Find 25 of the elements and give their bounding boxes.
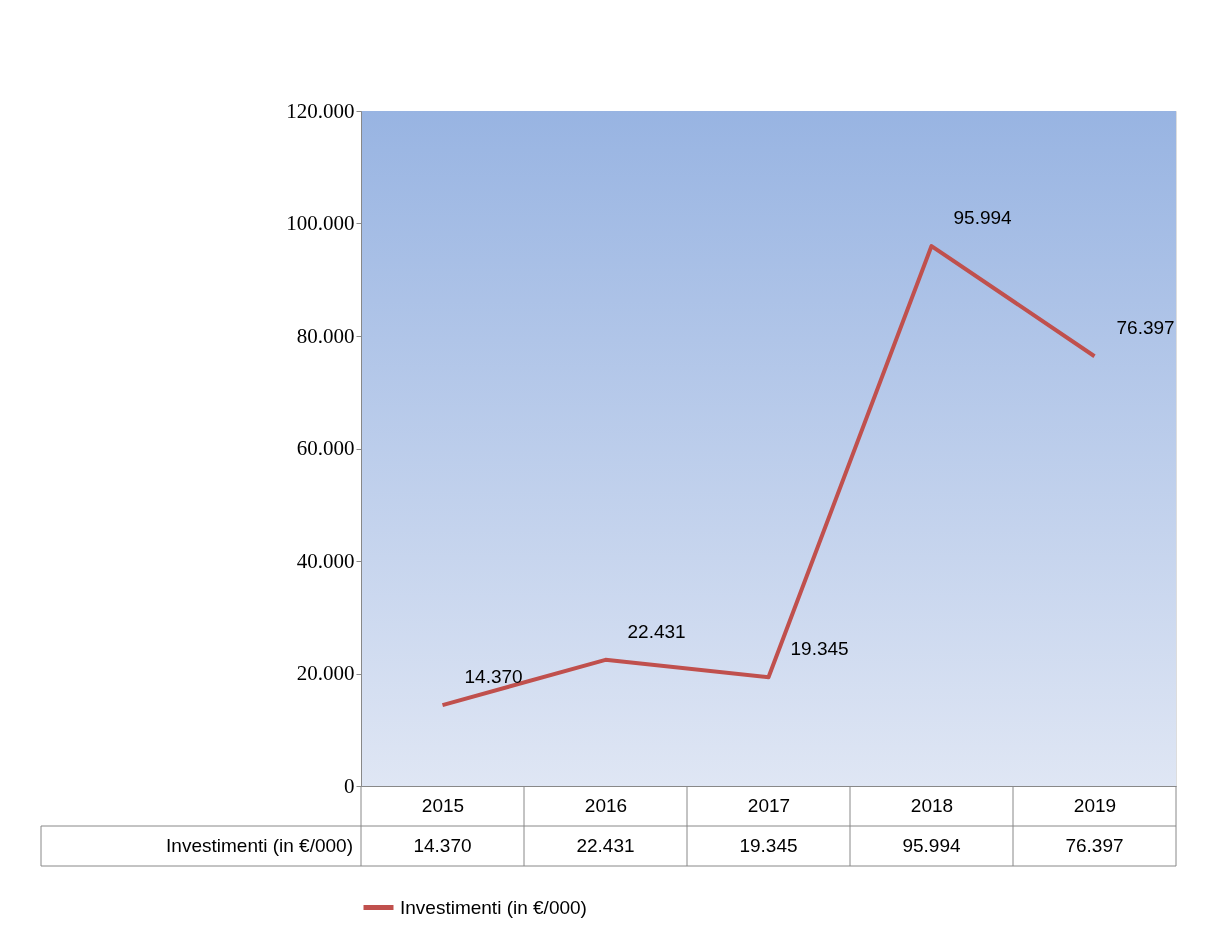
text: Investimenti (in €/000) [166, 835, 353, 856]
x-tick-label: 2018 [910, 794, 954, 816]
x-tick-label: 2015 [421, 794, 465, 816]
y-tick-label: 40.000 [296, 548, 355, 573]
data-label: 95.994 [902, 835, 961, 856]
y-tick-label: 0 [344, 773, 355, 798]
data-label: 76.397 [1065, 835, 1124, 856]
data-label: 14.370 [413, 835, 472, 856]
data-label: 22.431 [576, 835, 635, 856]
y-tick-label: 20.000 [296, 661, 355, 685]
y-tick-label: 120.000 [286, 98, 355, 123]
text: 19.345 [790, 638, 849, 660]
x-tick-label: 2016 [584, 794, 628, 816]
legend-label: Investimenti (in €/000) [400, 896, 587, 918]
text: 22.431 [627, 620, 686, 642]
x-tick-label: 2017 [747, 794, 791, 816]
x-tick-label: 2019 [1073, 794, 1117, 816]
text: 95.994 [953, 207, 1012, 229]
text: 14.370 [464, 666, 523, 688]
text: 76.397 [1116, 317, 1175, 339]
y-tick-label: 80.000 [296, 323, 355, 348]
data-label: 19.345 [739, 835, 798, 856]
y-tick-label: 60.000 [296, 436, 355, 460]
y-tick-label: 100.000 [286, 211, 355, 235]
line-series [440, 244, 1097, 708]
